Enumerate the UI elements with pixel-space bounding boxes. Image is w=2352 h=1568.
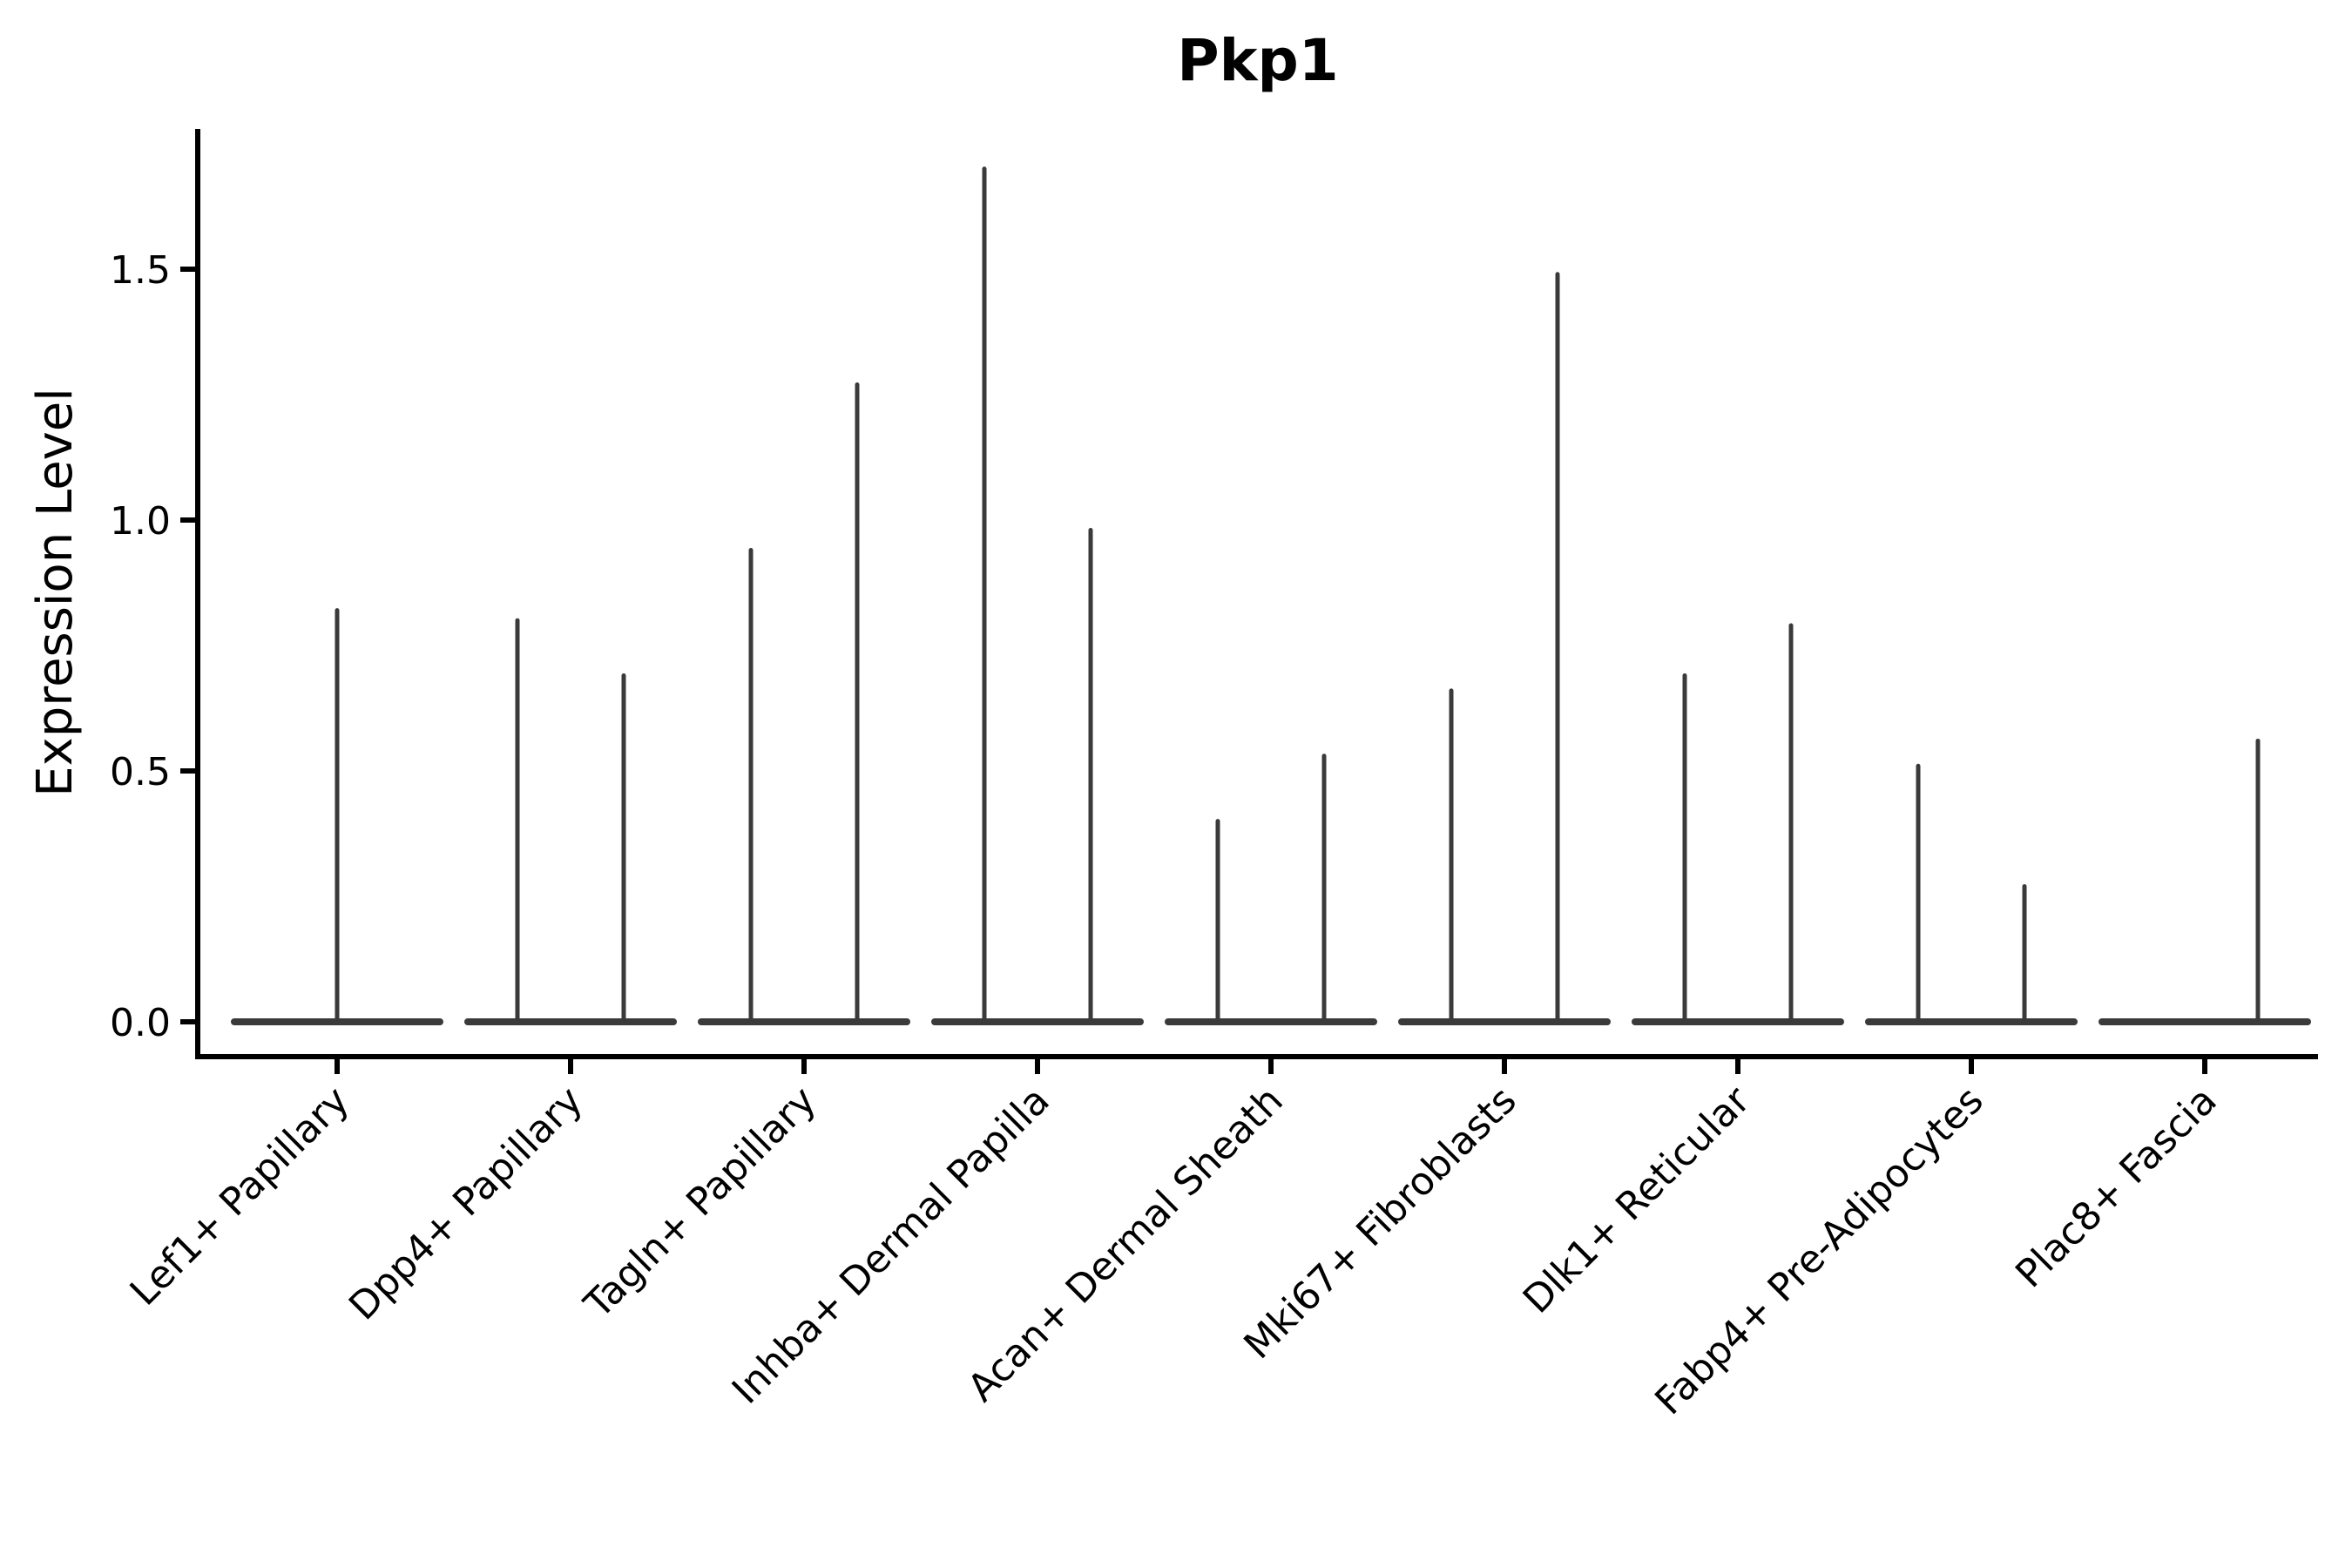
x-tick-label: Plac8+ Fascia: [2007, 1078, 2226, 1297]
violin-base: [1632, 1018, 1844, 1025]
violin: [2099, 738, 2311, 1025]
y-tick-label: 0.0: [110, 1001, 171, 1045]
y-tick-label: 0.5: [110, 750, 171, 794]
axes-spines: [195, 129, 2318, 1059]
y-tick-label: 1.0: [110, 499, 171, 544]
violin: [698, 382, 910, 1025]
violin-base: [1398, 1018, 1611, 1025]
violin: [1632, 623, 1844, 1025]
x-tick-label: Dlk1+ Reticular: [1515, 1078, 1760, 1322]
violin-base: [1165, 1018, 1377, 1025]
violin: [231, 608, 443, 1025]
y-axis-label: Expression Level: [27, 388, 84, 797]
violin-base: [464, 1018, 677, 1025]
violin: [1865, 763, 2078, 1025]
y-axis-ticks: 0.0 0.5 1.0 1.5: [110, 248, 198, 1045]
violin-base: [698, 1018, 910, 1025]
violins-group: [231, 166, 2311, 1025]
chart-title: Pkp1: [1177, 27, 1338, 94]
x-tick-label: Tagln+ Papillary: [576, 1078, 825, 1328]
violin: [1165, 754, 1377, 1025]
violin: [931, 166, 1144, 1025]
violin-base: [931, 1018, 1144, 1025]
x-tick-label: Lef1+ Papillary: [122, 1078, 358, 1315]
y-tick-label: 1.5: [110, 248, 171, 293]
violin-base: [2099, 1018, 2311, 1025]
violin: [464, 618, 677, 1025]
violin: [1398, 272, 1611, 1025]
x-tick-label: Dpp4+ Papillary: [341, 1078, 591, 1329]
violin-base: [1865, 1018, 2078, 1025]
